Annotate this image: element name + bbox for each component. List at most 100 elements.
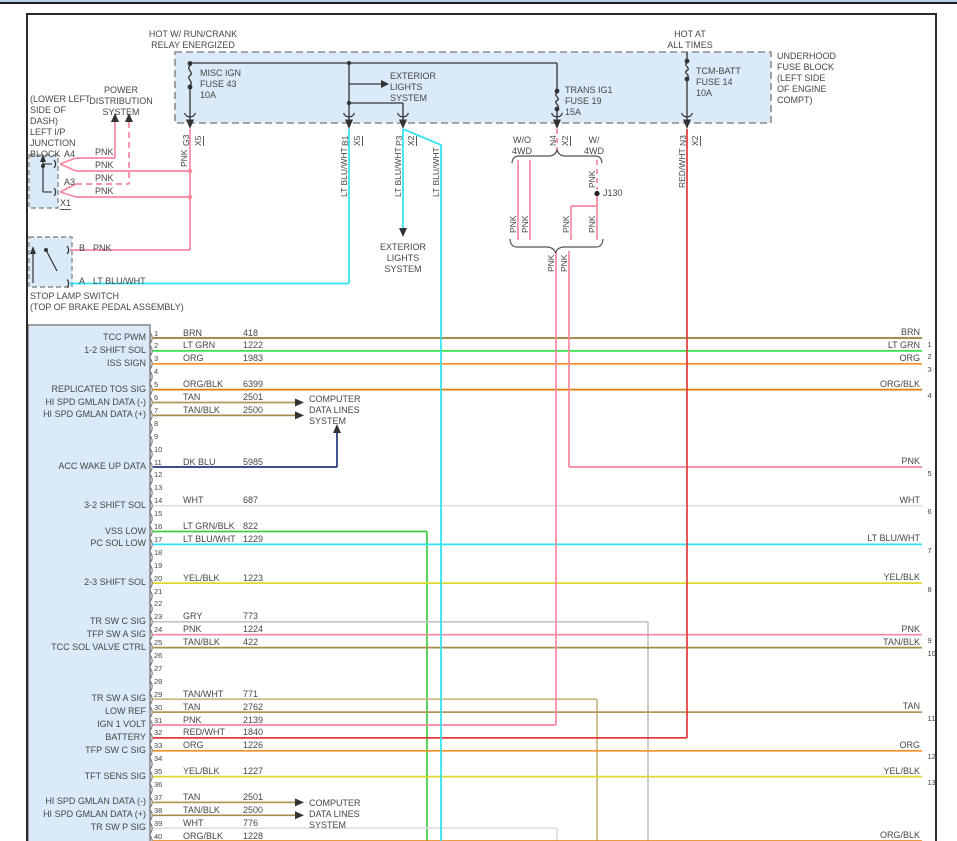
connector-n3-label: N3 (678, 135, 688, 146)
arrowhead (399, 228, 407, 237)
pin-number: 20 (154, 573, 163, 583)
circuit-number: 1227 (243, 766, 264, 777)
pin-number: 32 (154, 728, 163, 738)
pin-terminal (149, 603, 153, 615)
pin-terminal (149, 590, 153, 602)
pin-terminal (149, 487, 153, 499)
pin-terminal (149, 732, 153, 744)
wire-color-label: WHT (183, 817, 204, 828)
exterior-lights-dest-label: EXTERIOR LIGHTS SYSTEM (379, 242, 426, 274)
fuse-end (684, 58, 690, 64)
pin-terminal (149, 680, 153, 692)
wire-color-label: PNK (95, 173, 114, 183)
misc-ign-fuse-label: MISC IGN FUSE 43 10A (200, 68, 242, 100)
pin-number: 16 (154, 522, 163, 531)
connector-x1-label: X1 (60, 198, 72, 210)
signal-label: HI SPD GMLAN DATA (-) (45, 796, 146, 807)
connector-arrow (553, 119, 561, 129)
wire-color-label: PNK (183, 624, 202, 635)
pin-terminal (149, 758, 153, 770)
terminal-b-label: B (79, 243, 86, 253)
circuit-number: 1224 (243, 624, 264, 635)
wire (59, 191, 77, 198)
pin-number: 30 (154, 702, 163, 712)
signal-label: TCC PWM (103, 332, 146, 342)
pin-terminal (149, 513, 153, 525)
connector-arrow (683, 119, 691, 129)
pin-number: 19 (154, 560, 163, 570)
right-circuit-number: 4 (927, 391, 932, 401)
connector-symbol (550, 112, 564, 118)
wire (59, 157, 77, 165)
pin-number: 34 (154, 754, 163, 764)
connector-arrow (345, 119, 353, 129)
signal-label: HI SPD GMLAN DATA (-) (45, 396, 146, 407)
pin-terminal (149, 538, 153, 550)
signal-label: HI SPD GMLAN DATA (+) (43, 809, 146, 820)
wire-color-label: PNK (520, 215, 530, 233)
underhood-fuse-block-box (174, 51, 772, 124)
pin-number: 13 (154, 483, 163, 493)
signal-label: TCC SOL VALVE CTRL (51, 641, 146, 652)
pin-terminal (149, 629, 153, 641)
wire-color-label: LT BLU/WHT (431, 147, 441, 197)
wire-color-label: PNK (95, 160, 114, 170)
right-circuit-number: 9 (927, 636, 932, 646)
wire-color-label: ORG (183, 353, 204, 364)
wire-color-label: LT BLU/WHT (93, 276, 146, 286)
j130-splice-dot (594, 190, 600, 197)
wire-color-label: TAN (183, 392, 201, 402)
signal-label: IGN 1 VOLT (97, 719, 146, 729)
pin-number: 7 (154, 405, 159, 415)
pin-number: 29 (154, 689, 163, 699)
wire-color-label: PNK (183, 714, 202, 725)
junction-block-caption: (LOWER LEFT SIDE OF DASH) LEFT I/P JUNCTION B… (30, 94, 91, 159)
right-circuit-number: 2 (927, 352, 932, 362)
pin-terminal (149, 796, 153, 808)
bracket (511, 148, 603, 164)
terminal-a3-label: A3 (64, 177, 76, 187)
connector-x2-label: X2 (560, 135, 571, 146)
wire-color-label: PNK (179, 149, 189, 167)
circuit-number: 1223 (243, 572, 264, 583)
arrowhead (30, 246, 36, 254)
wire-color-label: DK BLU (183, 456, 216, 467)
pin-terminal (149, 564, 153, 576)
junction-dot (347, 61, 351, 65)
wire-color-label: LT BLU/WHT (183, 533, 236, 544)
pin-number: 27 (154, 663, 163, 673)
signal-label: REPLICATED TOS SIG (51, 383, 146, 394)
pin-number: 9 (154, 431, 159, 441)
circuit-number: 1229 (243, 533, 264, 544)
pin-number: 15 (154, 509, 163, 519)
wire-color-label: ORG (183, 740, 204, 751)
right-circuit-number: 8 (927, 584, 932, 594)
circuit-number: 1228 (243, 830, 264, 841)
w-4wd-label: W/4WD (584, 135, 604, 156)
signal-label: 1-2 SHIFT SOL (84, 344, 146, 355)
right-circuit-number: 3 (927, 365, 932, 375)
pin-number: 26 (154, 651, 163, 660)
connector-arrow (186, 119, 194, 129)
signal-label: TR SW C SIG (90, 615, 146, 626)
pin-number: 4 (154, 367, 159, 377)
pin-number: 21 (154, 586, 163, 596)
circuit-number: 5985 (243, 456, 264, 467)
pin-terminal (149, 809, 153, 821)
pin-number: 18 (154, 547, 163, 557)
stop-lamp-switch-caption: STOP LAMP SWITCH (TOP OF BRAKE PEDAL ASSE… (30, 291, 184, 312)
arrowhead (295, 811, 304, 820)
pin-number: 14 (154, 496, 163, 506)
signal-label: VSS LOW (104, 525, 146, 536)
circuit-number: 2501 (243, 791, 264, 802)
right-circuit-number: 10 (927, 649, 936, 659)
switch-blade (45, 249, 58, 272)
computer-data-lines-label: COMPUTER DATA LINES SYSTEM (309, 394, 361, 426)
connector-symbol (680, 112, 694, 118)
wo-4wd-label: W/O 4WD (512, 135, 532, 156)
pin-number: 10 (154, 444, 163, 454)
underhood-fuse-block-label: UNDERHOOD FUSE BLOCK (LEFT SIDE OF ENGINE CO… (777, 51, 837, 105)
connector-arrow (399, 119, 407, 129)
wire-color-label: LT GRN/BLK (183, 521, 235, 531)
